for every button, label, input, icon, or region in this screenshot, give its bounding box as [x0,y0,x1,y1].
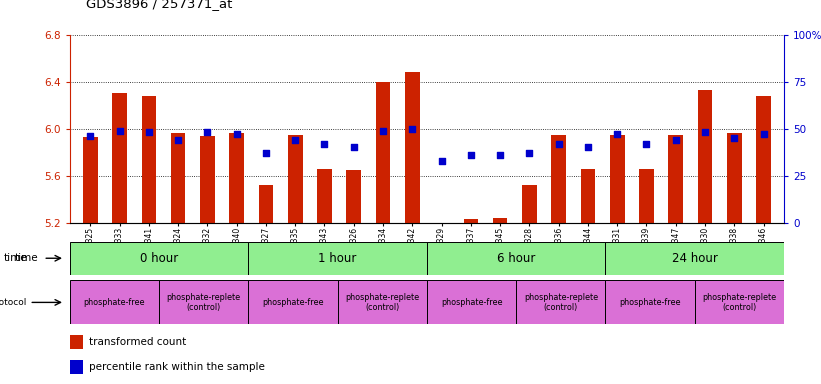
Text: 24 hour: 24 hour [672,252,718,265]
Bar [171,133,186,223]
Point [201,129,214,136]
Bar [337,280,427,324]
Point [699,129,712,136]
Point [727,135,741,141]
Point [669,137,682,143]
Bar [727,133,741,223]
Text: time: time [4,253,28,263]
Text: transformed count: transformed count [89,337,186,347]
Bar [640,169,654,223]
Text: time: time [15,253,39,263]
Point [464,152,477,158]
Bar [376,82,390,223]
Point [84,133,97,139]
Bar [427,242,606,275]
Bar [464,219,478,223]
Text: phosphate-free: phosphate-free [619,298,681,307]
Bar [83,137,98,223]
Point [757,131,770,137]
Bar [610,134,625,223]
Point [377,127,390,134]
Point [289,137,302,143]
Bar [606,242,784,275]
Point [172,137,185,143]
Bar [70,280,159,324]
Point [113,127,126,134]
Bar [698,90,713,223]
Text: 1 hour: 1 hour [319,252,357,265]
Point [523,150,536,156]
Text: phosphate-replete
(control): phosphate-replete (control) [345,293,420,312]
Text: phosphate-replete
(control): phosphate-replete (control) [702,293,777,312]
Bar [317,169,332,223]
Text: phosphate-replete
(control): phosphate-replete (control) [524,293,598,312]
Bar [248,280,337,324]
Bar [70,360,83,374]
Point [142,129,155,136]
Bar [70,242,248,275]
Bar [70,335,83,349]
Text: percentile rank within the sample: percentile rank within the sample [89,362,265,372]
Point [406,126,419,132]
Bar [248,242,427,275]
Bar [668,134,683,223]
Point [581,144,594,151]
Bar [580,169,595,223]
Text: growth protocol: growth protocol [0,298,26,307]
Bar [229,133,244,223]
Bar [606,280,695,324]
Bar [552,134,566,223]
Point [435,157,448,164]
Point [493,152,507,158]
Text: phosphate-free: phosphate-free [441,298,502,307]
Point [230,131,243,137]
Bar [159,280,248,324]
Text: phosphate-free: phosphate-free [84,298,145,307]
Text: phosphate-replete
(control): phosphate-replete (control) [167,293,241,312]
Bar [288,134,302,223]
Bar [493,218,507,223]
Point [552,141,565,147]
Point [259,150,273,156]
Bar [695,280,784,324]
Bar [756,96,771,223]
Bar [112,93,127,223]
Bar [522,185,537,223]
Bar [259,185,273,223]
Text: 6 hour: 6 hour [497,252,535,265]
Bar [141,96,156,223]
Bar [427,280,516,324]
Point [611,131,624,137]
Text: 0 hour: 0 hour [140,252,178,265]
Point [640,141,653,147]
Text: phosphate-free: phosphate-free [262,298,323,307]
Bar [200,136,214,223]
Bar [346,170,361,223]
Bar [516,280,606,324]
Point [347,144,360,151]
Point [318,141,331,147]
Bar [405,72,420,223]
Text: GDS3896 / 257371_at: GDS3896 / 257371_at [86,0,232,10]
